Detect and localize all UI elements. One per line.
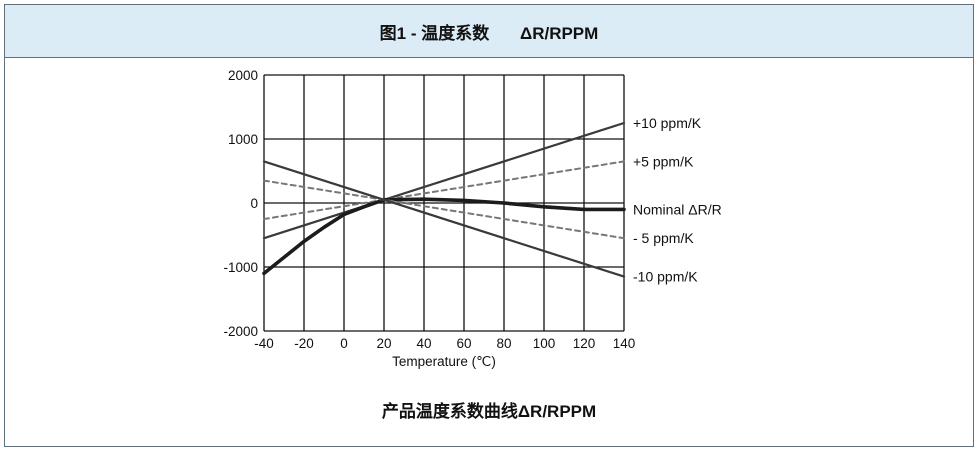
figure-title: 图1 - 温度系数 ΔR/RPPM	[380, 19, 599, 44]
figure-title-text: 图1 - 温度系数	[379, 23, 490, 43]
y-tick-label: -1000	[223, 260, 258, 275]
grid-layer	[263, 74, 625, 332]
figure-title-unit: ΔR/RPPM	[519, 23, 599, 43]
y-tick-label: 1000	[228, 132, 258, 147]
x-tick-label: 60	[456, 336, 471, 351]
series-label-4: -10 ppm/K	[633, 269, 698, 285]
x-tick-label: 40	[416, 336, 431, 351]
series-line-4	[262, 160, 626, 278]
series-label-2: Nominal ΔR/R	[633, 201, 722, 217]
label-layer: +10 ppm/K +5 ppm/K Nominal ΔR/R - 5 ppm/K -1…	[633, 115, 722, 285]
x-tick-label: 80	[496, 336, 511, 351]
y-tick-label: 2000	[228, 68, 258, 83]
series-line-0	[262, 121, 626, 240]
series-line-1	[263, 160, 625, 220]
x-tick-label: 20	[376, 336, 391, 351]
figure-frame: 图1 - 温度系数 ΔR/RPPM -40 -20 0 20 40 60 80 100 120 1…	[4, 4, 974, 447]
y-tick-label: -2000	[223, 324, 258, 339]
x-tick-label: 0	[340, 336, 348, 351]
x-tick-label: 140	[613, 336, 636, 351]
x-tick-label: -40	[254, 336, 274, 351]
x-tick-label: 120	[573, 336, 596, 351]
series-layer	[262, 121, 626, 278]
figure-header: 图1 - 温度系数 ΔR/RPPM	[5, 5, 973, 58]
x-tick-label: -20	[294, 336, 314, 351]
temperature-coefficient-chart: -40 -20 0 20 40 60 80 100 120 140 2000 1000 0 -1000 -2…	[223, 68, 722, 369]
series-label-1: +5 ppm/K	[633, 153, 694, 169]
series-label-3: - 5 ppm/K	[633, 230, 694, 246]
axis-layer: -40 -20 0 20 40 60 80 100 120 140 2000 1000 0 -1000 -2…	[223, 68, 635, 369]
series-line-3	[263, 179, 625, 240]
x-axis-label: Temperature (℃)	[392, 354, 496, 369]
series-label-0: +10 ppm/K	[633, 115, 702, 131]
y-tick-label: 0	[250, 196, 258, 211]
x-tick-label: 100	[533, 336, 556, 351]
figure-caption: 产品温度系数曲线ΔR/RPPM	[381, 402, 597, 421]
